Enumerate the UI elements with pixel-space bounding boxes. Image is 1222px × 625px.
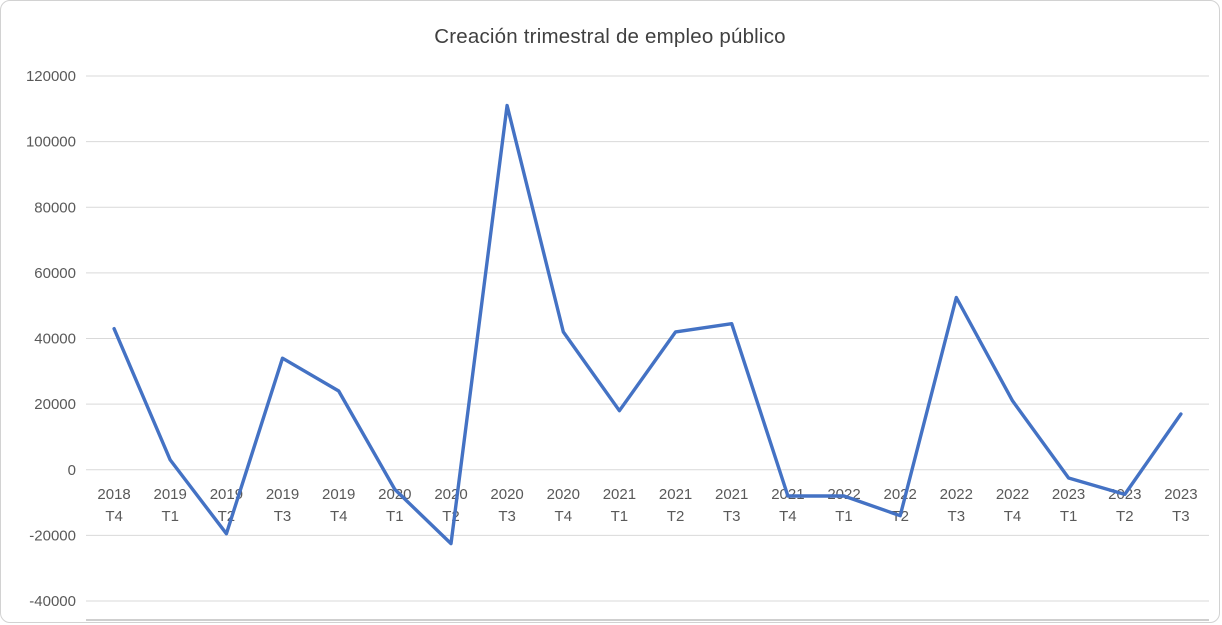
x-tick-label-quarter: T1: [161, 508, 179, 525]
employment-series-line: [112, 103, 1183, 546]
y-tick-label: 120000: [26, 68, 76, 85]
chart-title: Creación trimestral de empleo público: [434, 25, 786, 48]
x-tick-label-year: 2021: [603, 486, 636, 503]
x-tick-label-year: 2018: [97, 486, 130, 503]
x-tick-label-year: 2020: [547, 486, 580, 503]
y-tick-label: 20000: [34, 396, 76, 413]
y-tick-label: -40000: [29, 593, 76, 610]
x-tick-label-quarter: T3: [723, 508, 741, 525]
y-tick-label: 0: [68, 462, 76, 479]
y-tick-label: -20000: [29, 527, 76, 544]
x-tick-label-quarter: T3: [948, 508, 966, 525]
x-tick-label-year: 2020: [434, 486, 467, 503]
x-tick-label-quarter: T1: [835, 508, 853, 525]
x-tick-label-quarter: T1: [386, 508, 404, 525]
x-tick-label-year: 2019: [266, 486, 299, 503]
x-tick-label-year: 2022: [884, 486, 917, 503]
x-tick-label-year: 2020: [490, 486, 523, 503]
x-tick-label-quarter: T3: [1172, 508, 1190, 525]
x-tick-label-year: 2022: [996, 486, 1029, 503]
x-tick-label-quarter: T2: [667, 508, 685, 525]
x-tick-label-quarter: T3: [274, 508, 292, 525]
x-tick-label-year: 2021: [659, 486, 692, 503]
x-tick-label-quarter: T4: [105, 508, 123, 525]
x-tick-label-quarter: T4: [1004, 508, 1022, 525]
x-tick-label-quarter: T4: [779, 508, 797, 525]
x-tick-label-quarter: T2: [1116, 508, 1134, 525]
x-tick-label-quarter: T1: [611, 508, 629, 525]
x-tick-label-year: 2023: [1052, 486, 1085, 503]
x-tick-label-quarter: T3: [498, 508, 516, 525]
x-tick-label-year: 2019: [322, 486, 355, 503]
x-tick-label-year: 2022: [940, 486, 973, 503]
y-tick-label: 60000: [34, 265, 76, 282]
x-tick-label-year: 2023: [1164, 486, 1197, 503]
y-tick-label: 40000: [34, 331, 76, 348]
x-tick-label-year: 2019: [210, 486, 243, 503]
y-tick-label: 100000: [26, 134, 76, 151]
x-tick-label-quarter: T4: [330, 508, 348, 525]
x-tick-label-quarter: T4: [555, 508, 573, 525]
x-tick-label-year: 2021: [715, 486, 748, 503]
x-tick-label-quarter: T2: [442, 508, 460, 525]
y-tick-label: 80000: [34, 199, 76, 216]
x-tick-label-quarter: T1: [1060, 508, 1078, 525]
x-tick-label-year: 2019: [154, 486, 187, 503]
